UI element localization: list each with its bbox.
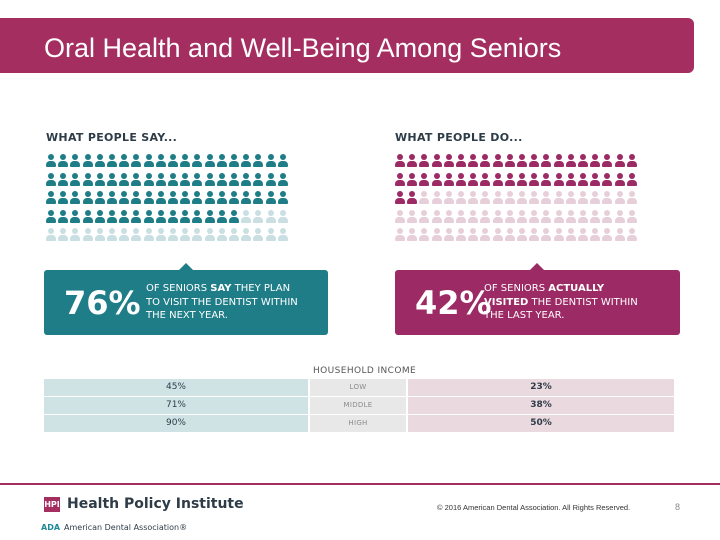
say-text-2: TO VISIT THE DENTIST WITHIN [146,296,298,308]
say-income-value: 71% [44,397,308,414]
do-income-value: 23% [408,379,674,396]
ada-name: American Dental Association® [64,523,188,532]
do-text-bold: ACTUALLY [548,283,605,294]
say-text-3: THE NEXT YEAR. [146,310,228,321]
do-income-value: 38% [408,397,674,414]
do-text-1: OF SENIORS [484,283,549,294]
do-text-3: THE LAST YEAR. [484,310,565,321]
copyright-notice: © 2016 American Dental Association. All … [437,503,631,512]
income-level: HIGH [310,415,406,432]
table-row: 45% LOW 23% [44,379,674,397]
say-callout-pointer [178,263,194,271]
do-description: OF SENIORS ACTUALLY VISITED THE DENTIST … [484,282,638,323]
do-text-2-end: THE DENTIST WITHIN [528,296,638,308]
footer-divider [0,483,720,485]
table-row: 71% MIDDLE 38% [44,397,674,415]
do-text-2-bold: VISITED [484,296,529,308]
do-percent: 42% [415,284,492,322]
do-income-value: 50% [408,415,674,432]
table-row: 90% HIGH 50% [44,415,674,433]
title-bar: Oral Health and Well-Being Among Seniors [0,18,694,73]
say-heading: WHAT PEOPLE SAY... [46,131,178,144]
say-text-bold: SAY [210,283,232,294]
household-income-label: HOUSEHOLD INCOME [313,366,417,376]
say-callout: 76% OF SENIORS SAY THEY PLAN TO VISIT TH… [44,263,328,335]
hpi-logo: HPI [44,497,60,512]
page-title: Oral Health and Well-Being Among Seniors [44,33,562,63]
income-level: MIDDLE [310,397,406,414]
say-text-1: OF SENIORS [146,283,211,294]
hpi-name: Health Policy Institute [67,496,244,512]
do-heading: WHAT PEOPLE DO... [395,131,523,144]
page-number: 8 [675,502,681,512]
income-table: 45% LOW 23% 71% MIDDLE 38% 90% HIGH 50% [44,379,674,433]
income-level: LOW [310,379,406,396]
ada-logo: ADA [41,523,61,532]
say-description: OF SENIORS SAY THEY PLAN TO VISIT THE DE… [146,282,298,323]
do-callout: 42% OF SENIORS ACTUALLY VISITED THE DENT… [395,263,680,335]
say-income-value: 90% [44,415,308,432]
do-callout-pointer [529,263,545,271]
say-text-1-end: THEY PLAN [231,283,291,294]
say-percent: 76% [64,284,141,322]
say-income-value: 45% [44,379,308,396]
